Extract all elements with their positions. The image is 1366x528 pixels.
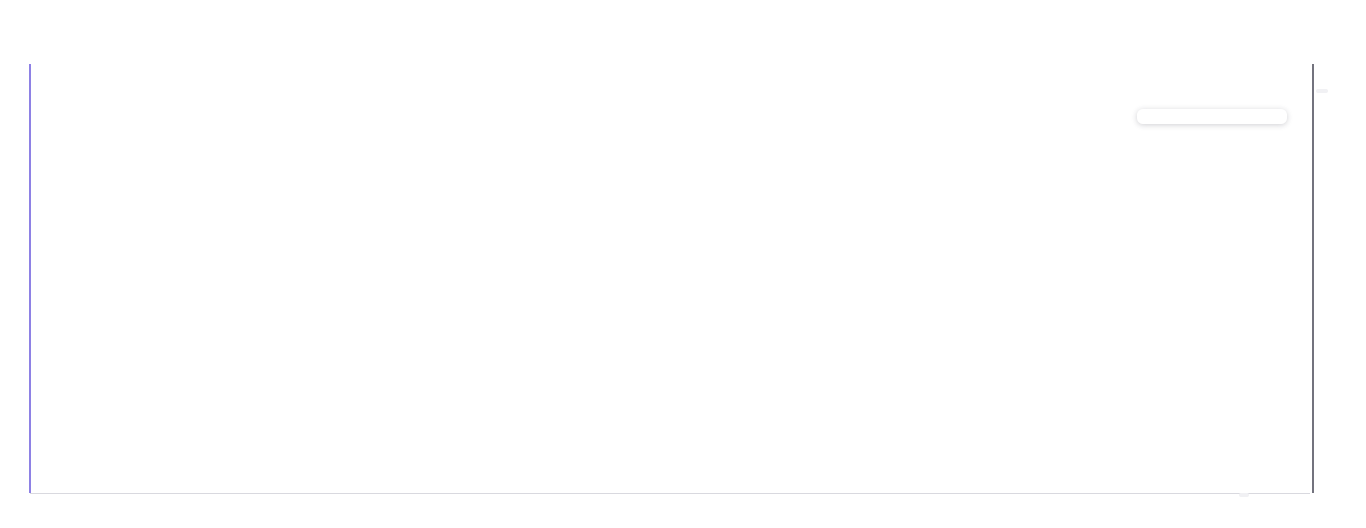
x-axis-date-badge — [1239, 493, 1249, 497]
left-axis-spine — [29, 64, 31, 493]
right-axis-value-badge — [1316, 89, 1328, 93]
tooltip — [1137, 109, 1287, 124]
x-axis-line — [30, 493, 1310, 494]
right-axis-spine — [1312, 64, 1314, 493]
